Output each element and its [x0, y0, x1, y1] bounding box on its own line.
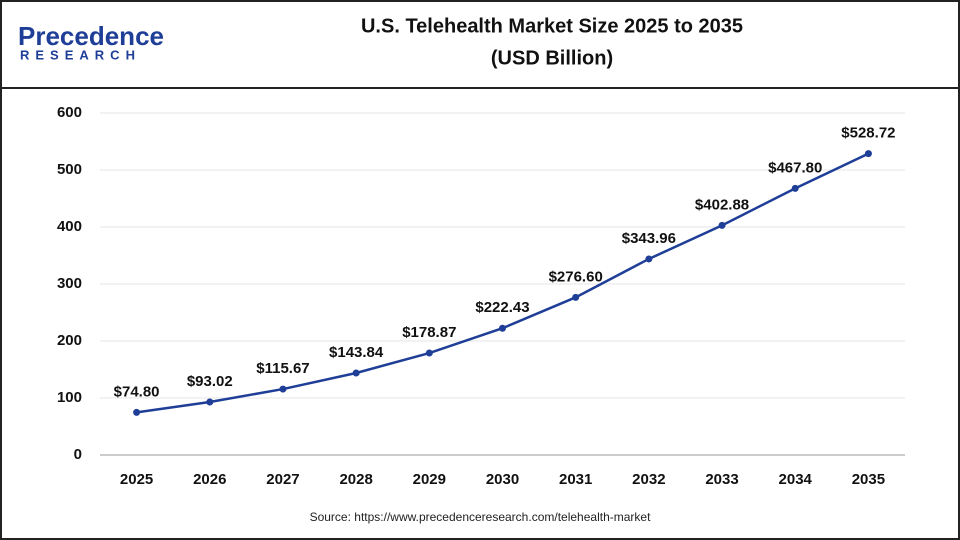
source: Source: https://www.precedenceresearch.c… — [310, 510, 651, 524]
x-tick-label: 2026 — [193, 471, 226, 488]
value-label: $178.87 — [402, 324, 456, 341]
y-tick-label: 400 — [57, 218, 82, 235]
point — [572, 293, 580, 301]
logo-name: Precedence — [18, 21, 164, 51]
x-tick-label: 2033 — [705, 471, 738, 488]
chart-title: U.S. Telehealth Market Size 2025 to 2035 — [361, 15, 743, 37]
point — [425, 349, 433, 357]
point — [133, 408, 141, 416]
point — [279, 385, 287, 393]
x-tick-label: 2030 — [486, 471, 519, 488]
point — [864, 150, 872, 158]
chart-subtitle: (USD Billion) — [491, 47, 613, 69]
value-label: $276.60 — [549, 268, 603, 285]
point — [206, 398, 214, 406]
value-label: $343.96 — [622, 230, 676, 247]
y-tick-label: 100 — [57, 389, 82, 406]
value-label: $93.02 — [187, 373, 233, 390]
y-tick-label: 300 — [57, 275, 82, 292]
y-tick-label: 0 — [74, 446, 82, 463]
value-label: $222.43 — [475, 299, 529, 316]
point — [499, 324, 506, 332]
point — [791, 184, 799, 192]
value-label: $528.72 — [841, 125, 895, 142]
value-label: $143.84 — [329, 344, 384, 361]
x-tick-label: 2028 — [339, 471, 372, 488]
x-tick-label: 2035 — [852, 471, 885, 488]
x-tick-label: 2029 — [413, 471, 446, 488]
value-label: $115.67 — [256, 360, 309, 377]
x-tick-label: 2032 — [632, 471, 665, 488]
y-tick-label: 500 — [57, 161, 82, 178]
y-tick-label: 600 — [57, 104, 82, 121]
logo-tagline: RESEARCH — [20, 47, 141, 62]
point — [718, 221, 726, 229]
x-tick-label: 2025 — [120, 471, 153, 488]
value-label: $74.80 — [114, 383, 160, 400]
x-tick-label: 2027 — [266, 471, 299, 488]
point — [645, 255, 653, 263]
y-tick-label: 200 — [57, 332, 82, 349]
x-tick-label: 2031 — [559, 471, 592, 488]
x-tick-label: 2034 — [779, 471, 813, 488]
value-label: $402.88 — [695, 196, 749, 213]
point — [352, 369, 360, 377]
value-label: $467.80 — [768, 159, 822, 176]
